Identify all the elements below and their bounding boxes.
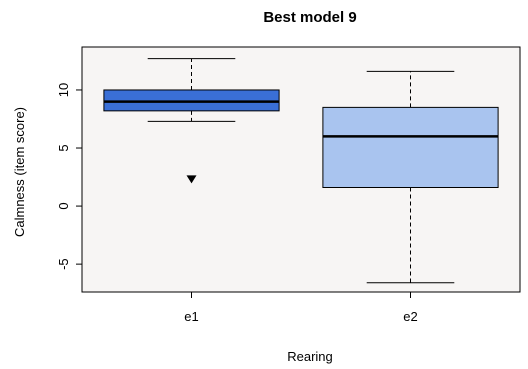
box-iqr: [322, 106, 499, 188]
y-tick-label: 0: [56, 202, 71, 209]
x-tick-label: e2: [403, 309, 417, 324]
y-tick-label: 10: [56, 83, 71, 97]
outlier-point: [186, 175, 197, 184]
box-e2: [322, 70, 499, 284]
chart-title: Best model 9: [263, 9, 356, 26]
x-tick-label: e1: [184, 309, 198, 324]
box-marks: [103, 58, 499, 284]
y-axis: -5 0 5 10: [56, 83, 83, 270]
x-axis-label: Rearing: [287, 349, 333, 364]
y-tick-label: -5: [56, 258, 71, 270]
y-axis-label: Calmness (item score): [12, 107, 27, 237]
x-axis: e1 e2: [184, 291, 418, 324]
y-tick-label: 5: [56, 144, 71, 151]
box-e1: [103, 58, 280, 184]
